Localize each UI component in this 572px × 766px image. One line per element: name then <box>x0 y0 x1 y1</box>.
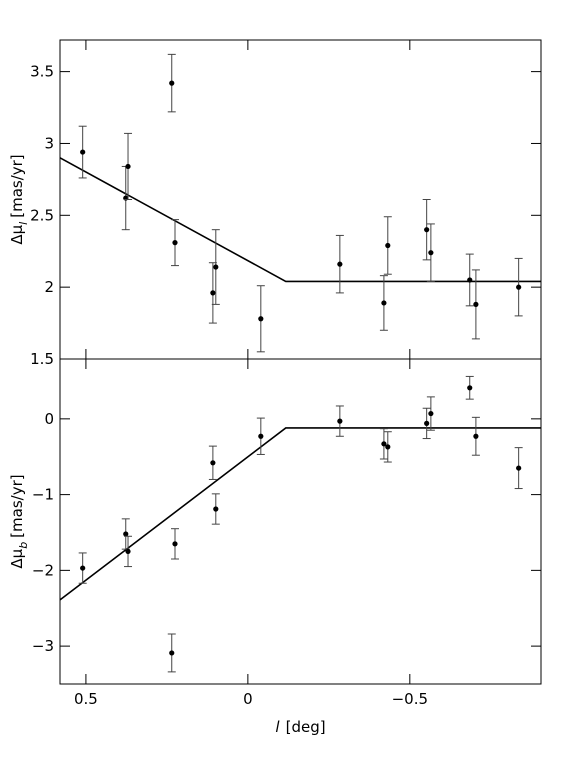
y-tick-label: 3 <box>44 134 54 152</box>
data-point <box>169 650 175 656</box>
data-point <box>258 316 264 322</box>
x-tick-label: 0 <box>243 690 253 708</box>
y-label-symbol: Δμ <box>8 224 26 244</box>
data-point <box>381 300 387 306</box>
y-axis-label: Δμl [mas/yr] <box>8 154 30 244</box>
y-label-symbol: Δμ <box>8 548 26 568</box>
model-line <box>59 427 541 601</box>
data-point <box>516 284 522 290</box>
x-axis-label: l [deg] <box>275 718 325 736</box>
y-tick-label: −3 <box>32 637 54 655</box>
x-tick-label: 0.5 <box>74 690 98 708</box>
data-point <box>80 149 86 155</box>
data-point <box>424 227 430 233</box>
y-label-subscript: b <box>17 542 30 549</box>
y-label-unit: [mas/yr] <box>8 154 26 217</box>
data-point <box>385 444 391 450</box>
plot-frame <box>59 358 542 685</box>
y-tick-label: 2.5 <box>30 206 54 224</box>
y-tick-label: −1 <box>32 486 54 504</box>
data-point <box>381 441 387 447</box>
data-point <box>473 433 479 439</box>
data-point <box>337 261 343 267</box>
data-point <box>337 418 343 424</box>
data-point <box>467 385 473 391</box>
data-point <box>424 420 430 426</box>
y-tick-label: 1.5 <box>30 350 54 368</box>
data-point <box>125 548 131 555</box>
y-tick-label: 2 <box>44 278 54 296</box>
data-point <box>210 460 216 466</box>
y-label-unit: [mas/yr] <box>8 474 26 537</box>
data-point <box>385 242 391 249</box>
x-label-unit: [deg] <box>286 718 326 736</box>
data-point <box>473 301 479 307</box>
y-tick-label: −2 <box>32 561 54 579</box>
data-point <box>213 506 219 512</box>
data-point <box>169 80 175 86</box>
model-line <box>59 157 541 283</box>
data-point <box>210 290 216 296</box>
data-point <box>125 163 131 170</box>
x-tick-label: −0.5 <box>392 690 428 708</box>
data-point <box>172 541 178 547</box>
data-point <box>428 250 434 256</box>
data-point <box>123 531 129 537</box>
data-point <box>258 433 264 439</box>
data-point <box>172 240 178 246</box>
data-point <box>213 264 219 270</box>
data-point <box>428 410 434 417</box>
x-label-variable: l <box>275 718 280 736</box>
y-tick-label: 0 <box>44 410 54 428</box>
data-point <box>80 565 86 571</box>
y-label-subscript: l <box>17 222 30 225</box>
y-axis-label: Δμb [mas/yr] <box>8 474 30 568</box>
plot-frame <box>59 39 542 360</box>
data-point <box>516 465 522 471</box>
data-point <box>467 277 473 283</box>
y-tick-label: 3.5 <box>30 63 54 81</box>
